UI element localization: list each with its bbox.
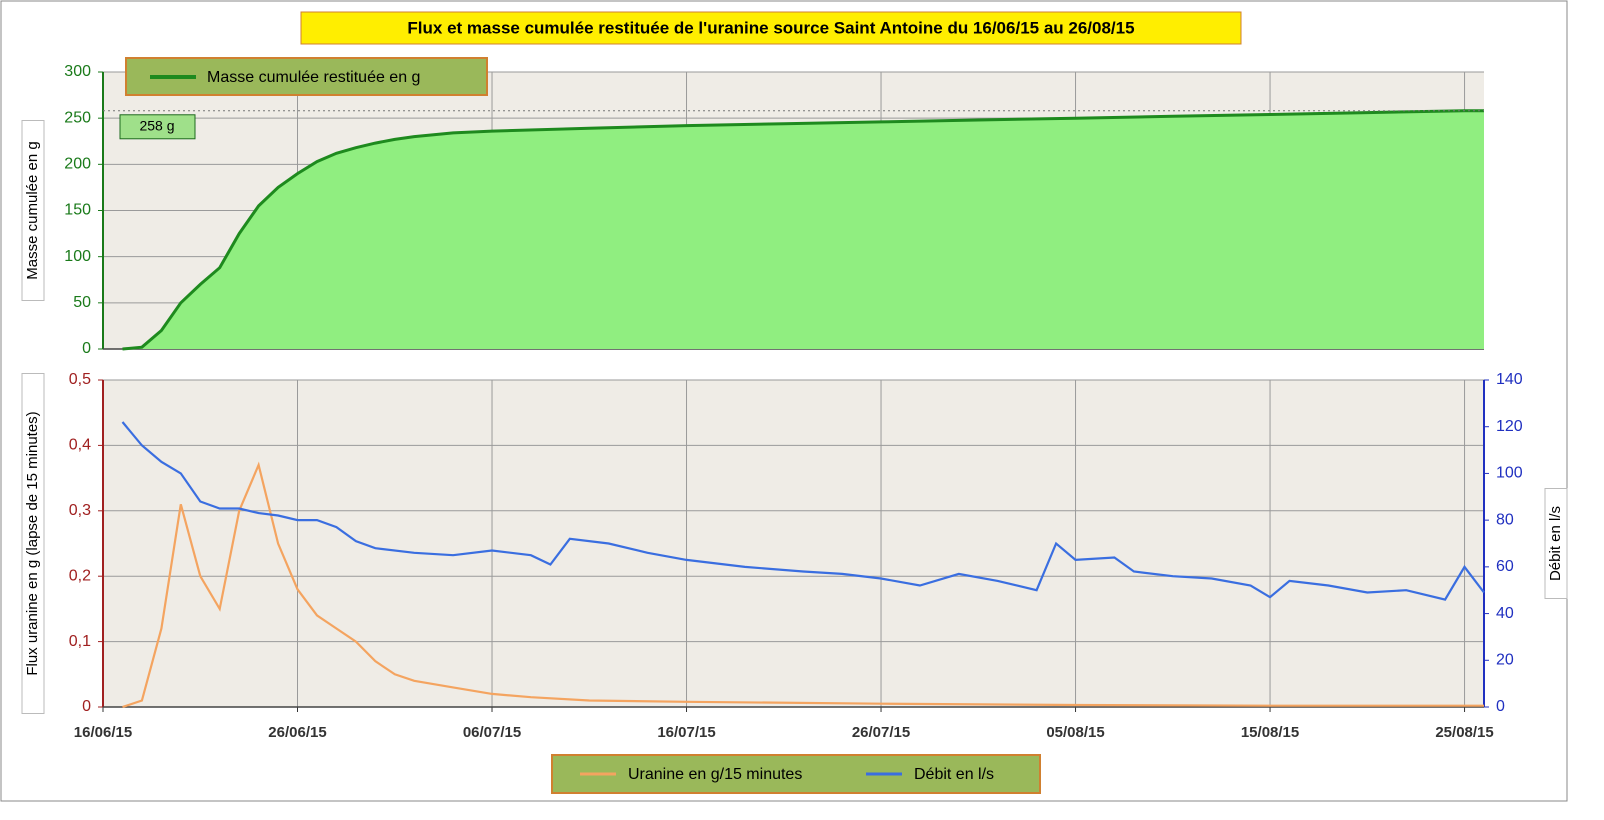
y-tick-label: 0	[82, 698, 91, 715]
legend-label: Uranine en g/15 minutes	[628, 766, 802, 783]
y-tick-label: 0,2	[69, 567, 91, 584]
axis-title-box	[21, 120, 45, 301]
y-tick-label: 100	[64, 248, 91, 265]
x-tick-label: 05/08/15	[1046, 724, 1104, 741]
line	[122, 109, 1484, 351]
title-box	[300, 11, 1242, 45]
x-tick-label: 16/06/15	[74, 724, 132, 741]
y-tick-label: 0	[82, 340, 91, 357]
legend-box	[551, 754, 1041, 794]
x-tick-label: 26/06/15	[268, 724, 326, 741]
y-tick-label: 250	[64, 109, 91, 126]
chart-title: Flux et masse cumulée restituée de l'ura…	[407, 18, 1134, 37]
legend-label: Masse cumulée restituée en g	[207, 69, 420, 86]
y-tick-label: 50	[73, 294, 91, 311]
y-axis-title: Masse cumulée en g	[24, 141, 41, 279]
line	[121, 421, 1485, 601]
y2-tick-label: 100	[1496, 465, 1523, 482]
annotation-box	[119, 114, 196, 140]
y-tick-label: 300	[64, 63, 91, 80]
x-tick-label: 06/07/15	[463, 724, 521, 741]
annotation-label: 258 g	[139, 117, 174, 133]
y2-tick-label: 20	[1496, 652, 1514, 669]
y2-tick-label: 60	[1496, 558, 1514, 575]
legend-label: Débit en l/s	[914, 766, 994, 783]
axis-title-box	[1544, 488, 1568, 599]
y-tick-label: 0,1	[69, 633, 91, 650]
y-tick-label: 0,5	[69, 371, 91, 388]
area	[122, 110, 1485, 349]
y-tick-label: 0,3	[69, 502, 91, 519]
plot-area	[103, 380, 1484, 707]
x-tick-label: 26/07/15	[852, 724, 910, 741]
x-tick-label: 16/07/15	[657, 724, 715, 741]
y2-tick-label: 0	[1496, 698, 1505, 715]
y-tick-label: 200	[64, 156, 91, 173]
x-tick-label: 15/08/15	[1241, 724, 1299, 741]
y2-axis-title: Débit en l/s	[1547, 506, 1564, 581]
y-axis-title: Flux uranine en g (lapse de 15 minutes)	[24, 411, 41, 675]
line	[122, 461, 1484, 709]
y-tick-label: 150	[64, 202, 91, 219]
x-tick-label: 25/08/15	[1435, 724, 1493, 741]
axis-title-box	[21, 373, 45, 714]
y2-tick-label: 80	[1496, 511, 1514, 528]
y2-tick-label: 120	[1496, 418, 1523, 435]
y2-tick-label: 40	[1496, 605, 1514, 622]
y2-tick-label: 140	[1496, 371, 1523, 388]
y-tick-label: 0,4	[69, 437, 91, 454]
